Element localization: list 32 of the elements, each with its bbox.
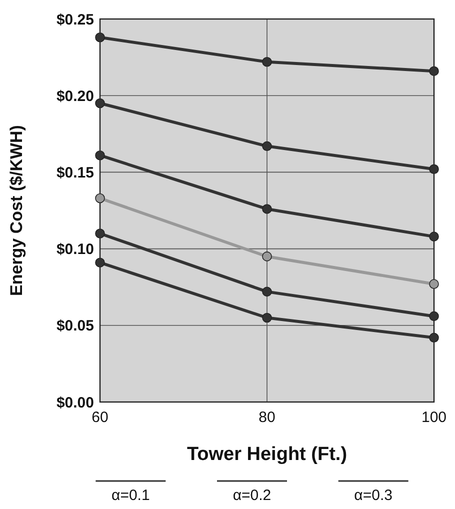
point (262, 56, 272, 67)
point (429, 279, 439, 289)
y-tick-label: $0.15 (56, 164, 94, 182)
text: α=0.2 (232, 487, 272, 504)
y-tick-label: $0.25 (56, 11, 94, 28)
point (429, 164, 439, 174)
point (429, 232, 439, 242)
point (95, 228, 105, 238)
point (429, 332, 439, 343)
text: α=0.1 (112, 487, 150, 504)
point (95, 98, 105, 108)
x-tick-label: 100 (421, 409, 447, 426)
y-tick-label: $0.00 (56, 394, 94, 412)
point (262, 252, 272, 262)
x-axis-title: Tower Height (Ft.) (186, 444, 348, 465)
point (95, 258, 105, 268)
y-tick-label: $0.10 (56, 241, 94, 258)
y-axis-title: Energy Cost ($/KWH) (7, 125, 26, 296)
point (262, 204, 272, 214)
x-tick-label: 60 (92, 409, 108, 426)
point (262, 141, 272, 152)
point (95, 150, 105, 160)
point (429, 66, 439, 76)
point (262, 312, 272, 323)
x-tick-label: 80 (258, 409, 276, 426)
point (95, 193, 105, 204)
text: α=0.3 (354, 487, 392, 504)
point (429, 311, 439, 322)
y-tick-label: $0.20 (56, 88, 94, 105)
point (95, 32, 105, 42)
y-tick-label: $0.05 (56, 318, 94, 335)
point (262, 286, 272, 297)
